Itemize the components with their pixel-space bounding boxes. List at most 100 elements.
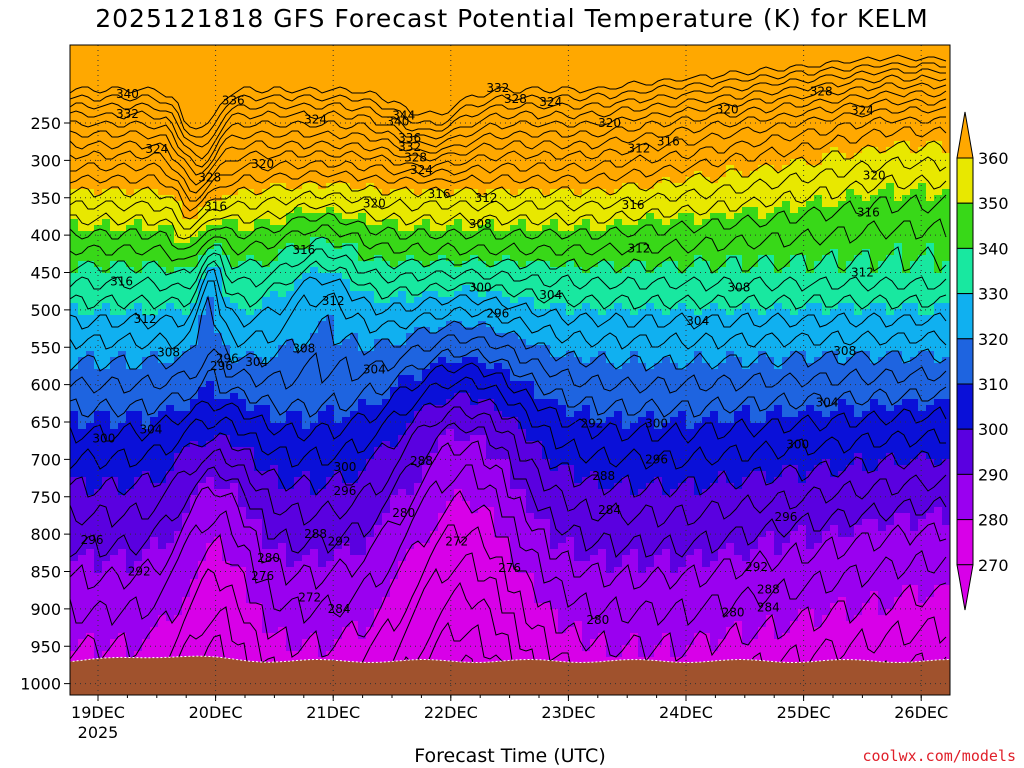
contour-label: 312 <box>851 266 874 280</box>
x-axis-label: Forecast Time (UTC) <box>414 745 606 767</box>
contour-label: 316 <box>622 198 645 212</box>
y-tick-label: 500 <box>30 301 61 320</box>
contour-label: 308 <box>292 342 315 356</box>
y-tick-label: 950 <box>30 637 61 656</box>
contour-label: 320 <box>251 157 274 171</box>
contour-label: 280 <box>722 606 745 620</box>
contour-label: 284 <box>328 602 351 616</box>
y-tick-label: 1000 <box>20 675 61 694</box>
contour-label: 336 <box>222 94 245 108</box>
colorbar-segment <box>956 383 974 430</box>
colorbar-segment <box>956 202 974 249</box>
contour-label: 328 <box>198 171 221 185</box>
contour-label: 300 <box>786 437 809 451</box>
x-tick-label: 19DEC <box>71 703 125 722</box>
y-tick-label: 900 <box>30 600 61 619</box>
contour-label: 304 <box>245 355 268 369</box>
contour-label: 328 <box>810 85 833 99</box>
contour-label: 316 <box>428 187 451 201</box>
x-tick-label: 21DEC <box>306 703 360 722</box>
contour-label: 308 <box>833 344 856 358</box>
colorbar-segment <box>956 247 974 295</box>
x-tick-year: 2025 <box>78 723 119 742</box>
contour-label: 328 <box>404 150 427 164</box>
contour-label: 324 <box>410 163 433 177</box>
y-tick-label: 600 <box>30 376 61 395</box>
colorbar-label: 300 <box>978 420 1009 439</box>
contour-label: 280 <box>257 551 280 565</box>
contour-label: 300 <box>645 416 668 430</box>
contour-label: 332 <box>116 107 139 121</box>
contour-label: 308 <box>157 345 180 359</box>
colorbar-label: 340 <box>978 239 1009 258</box>
colorbar-segment <box>956 157 974 204</box>
colorbar: 360 350 340 330 320 310 300 290 280 270 <box>956 111 1009 611</box>
y-tick-label: 700 <box>30 450 61 469</box>
contour-label: 312 <box>322 294 345 308</box>
contour-label: 324 <box>304 112 327 126</box>
contour-label: 272 <box>298 591 321 605</box>
colorbar-label: 310 <box>978 375 1009 394</box>
y-tick-label: 800 <box>30 525 61 544</box>
contour-label: 316 <box>110 274 133 288</box>
contour-label: 304 <box>363 363 386 377</box>
contour-label: 340 <box>116 87 139 101</box>
contour-label: 324 <box>539 95 562 109</box>
chart-title: 2025121818 GFS Forecast Potential Temper… <box>95 4 929 33</box>
contour-label: 296 <box>775 510 798 524</box>
colorbar-segment <box>956 293 974 340</box>
contour-label: 312 <box>628 242 651 256</box>
contour-label: 288 <box>592 469 615 483</box>
contour-label: 344 <box>392 109 415 123</box>
contour-label: 320 <box>598 116 621 130</box>
x-tick-label: 26DEC <box>894 703 948 722</box>
x-axis: 19DEC 20DEC 21DEC 22DEC 23DEC 24DEC 25DEC 26DEC… <box>71 695 948 742</box>
y-axis: 250 300 350 400 450 500 550 600 650 700 750 800 850 9… <box>20 114 70 694</box>
contour-label: 316 <box>204 200 227 214</box>
contour-label: 320 <box>363 197 386 211</box>
y-tick-label: 850 <box>30 563 61 582</box>
x-tick-label: 25DEC <box>777 703 831 722</box>
contour-label: 308 <box>469 217 492 231</box>
colorbar-label: 280 <box>978 511 1009 530</box>
colorbar-label: 270 <box>978 556 1009 575</box>
contour-label: 288 <box>410 454 433 468</box>
contour-label: 304 <box>539 288 562 302</box>
y-tick-label: 750 <box>30 488 61 507</box>
contour-label: 284 <box>598 503 621 517</box>
y-tick-label: 350 <box>30 189 61 208</box>
contour-label: 320 <box>716 103 739 117</box>
contour-label: 304 <box>816 396 839 410</box>
y-tick-label: 250 <box>30 114 61 133</box>
contour-label: 308 <box>727 280 750 294</box>
contour-label: 312 <box>628 141 651 155</box>
x-tick-label: 20DEC <box>189 703 243 722</box>
credit-link[interactable]: coolwx.com/models <box>862 747 1016 765</box>
y-tick-label: 400 <box>30 226 61 245</box>
contour-label: 292 <box>745 560 768 574</box>
colorbar-label: 290 <box>978 465 1009 484</box>
contour-label: 276 <box>251 569 274 583</box>
colorbar-segment <box>956 473 974 521</box>
contour-label: 316 <box>857 206 880 220</box>
contour-label: 272 <box>445 535 468 549</box>
contour-label: 312 <box>475 191 498 205</box>
colorbar-arrow-top <box>956 111 974 159</box>
contour-label: 300 <box>92 431 115 445</box>
contour-label: 296 <box>210 359 233 373</box>
y-tick-label: 650 <box>30 413 61 432</box>
contour-label: 296 <box>334 484 357 498</box>
contour-label: 340 <box>386 115 409 129</box>
contour-label: 296 <box>486 307 509 321</box>
contour-label: 312 <box>134 312 157 326</box>
contour-label: 316 <box>292 243 315 257</box>
contour-label: 300 <box>334 460 357 474</box>
contour-label: 332 <box>486 81 509 95</box>
contour-label: 332 <box>398 140 421 154</box>
contour-label: 296 <box>81 533 104 547</box>
contour-label: 324 <box>851 103 874 117</box>
colorbar-label: 330 <box>978 285 1009 304</box>
x-tick-label: 24DEC <box>659 703 713 722</box>
